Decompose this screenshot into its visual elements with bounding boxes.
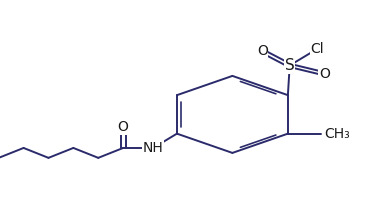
Text: O: O	[319, 67, 330, 81]
Text: NH: NH	[143, 141, 164, 155]
Text: O: O	[118, 121, 128, 134]
Text: Cl: Cl	[310, 42, 324, 56]
Text: CH₃: CH₃	[325, 127, 350, 141]
Text: S: S	[285, 58, 295, 73]
Text: O: O	[257, 44, 268, 58]
